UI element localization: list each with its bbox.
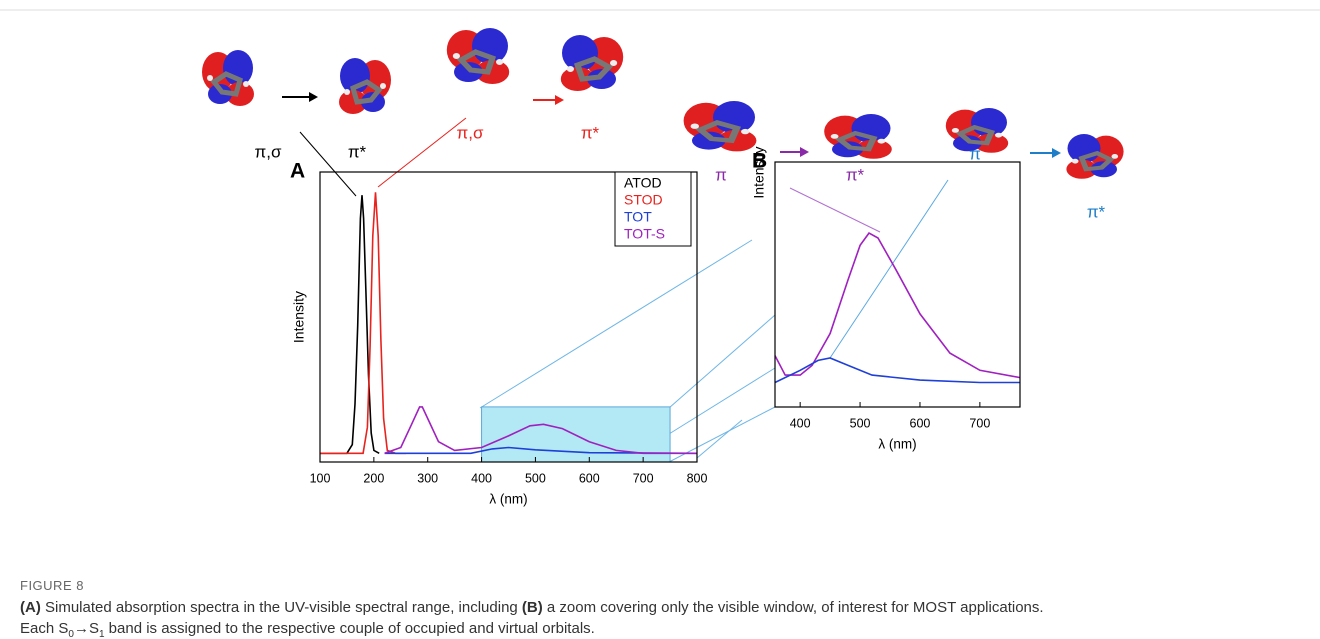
x-tick-label: 700: [633, 471, 654, 485]
x-tick-label: 400: [790, 416, 811, 430]
x-tick-label: 100: [310, 471, 331, 485]
legend-entry: TOT: [624, 209, 652, 225]
orbital-label: π*: [581, 123, 600, 142]
x-tick-label: 400: [471, 471, 492, 485]
x-axis-label: λ (nm): [878, 437, 916, 452]
orbital-label: π: [715, 165, 727, 184]
x-tick-label: 600: [579, 471, 600, 485]
y-axis-label: Intensity: [291, 291, 307, 343]
x-tick-label: 500: [850, 416, 871, 430]
caption-bold: (A): [20, 599, 41, 616]
panel-label: A: [290, 160, 305, 183]
spectrum-line: [320, 192, 406, 453]
orbital-label: π*: [846, 165, 865, 184]
orbital-images: [202, 28, 1124, 179]
x-tick-label: 200: [363, 471, 384, 485]
panel-label: B: [752, 150, 767, 173]
spectrum-line: [775, 233, 1020, 378]
caption-text: band is assigned to the respective coupl…: [105, 620, 595, 637]
figure-graphic: π,σ π* π,σ π* π π* π π* 100 200 300 400 500 600 700 800…: [0, 0, 1320, 575]
figure-label: FIGURE 8: [20, 578, 84, 593]
x-tick-label: 500: [525, 471, 546, 485]
legend-entry: STOD: [624, 192, 663, 208]
x-tick-label: 300: [417, 471, 438, 485]
transition-arrows: [282, 92, 1061, 158]
orbital-label: π*: [1087, 202, 1106, 221]
figure: π,σ π* π,σ π* π π* π π* 100 200 300 400 500 600 700 800…: [0, 0, 1320, 639]
orbital-label: π,σ: [457, 123, 484, 142]
caption-bold: (B): [522, 599, 543, 616]
caption-text: →S: [74, 620, 99, 637]
x-tick-label: 600: [910, 416, 931, 430]
x-tick-label: 700: [969, 416, 990, 430]
legend-entry: ATOD: [624, 175, 662, 191]
legend-entry: TOT-S: [624, 226, 665, 242]
orbital-label: π,σ: [255, 142, 282, 161]
orbital-label: π*: [348, 142, 367, 161]
orbital-label: π: [969, 144, 981, 163]
caption: (A) Simulated absorption spectra in the …: [20, 597, 1080, 639]
x-tick-label: 800: [687, 471, 708, 485]
caption-text: Simulated absorption spectra in the UV-v…: [41, 599, 522, 616]
x-axis-label: λ (nm): [489, 492, 527, 507]
